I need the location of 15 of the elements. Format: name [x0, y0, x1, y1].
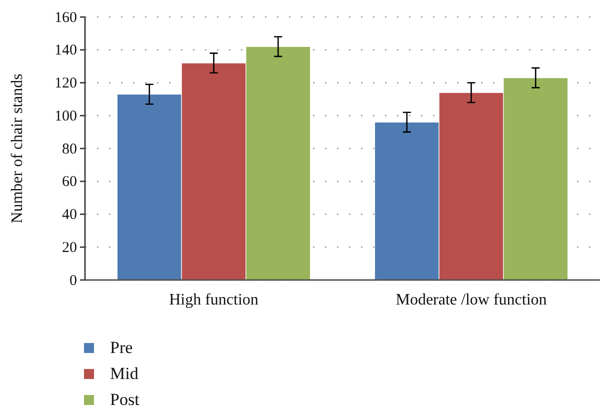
y-tick-label: 20 — [62, 240, 77, 256]
legend-label: Pre — [110, 338, 133, 357]
y-tick-label: 140 — [54, 42, 77, 59]
y-tick-label: 100 — [54, 108, 77, 124]
legend-label: Mid — [110, 364, 139, 383]
y-tick-label: 0 — [70, 272, 77, 289]
y-axis-title: Number of chair stands — [9, 74, 26, 224]
y-tick-label: 160 — [54, 10, 77, 26]
y-tick-label: 40 — [62, 207, 77, 224]
x-tick-label: Moderate /low function — [396, 291, 547, 308]
y-tick-label: 80 — [62, 141, 77, 158]
legend-label: Post — [110, 390, 140, 409]
x-tick-label: High function — [169, 291, 258, 308]
y-tick-label: 120 — [54, 76, 77, 92]
y-tick-label: 60 — [62, 174, 77, 190]
